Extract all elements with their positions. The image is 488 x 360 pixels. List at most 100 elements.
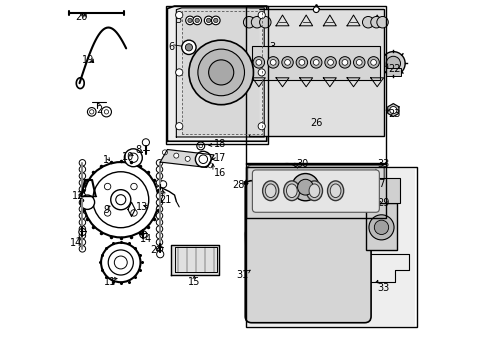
Circle shape — [156, 226, 163, 232]
Text: 6: 6 — [167, 42, 174, 52]
Text: 16: 16 — [214, 168, 226, 178]
Ellipse shape — [327, 181, 343, 201]
Circle shape — [259, 17, 270, 28]
Circle shape — [156, 186, 163, 193]
Text: 24: 24 — [150, 245, 163, 255]
Text: 32: 32 — [287, 180, 299, 190]
Ellipse shape — [308, 184, 319, 198]
Text: 10: 10 — [122, 152, 134, 162]
Circle shape — [313, 59, 319, 65]
Circle shape — [367, 57, 379, 68]
Circle shape — [253, 57, 264, 68]
Circle shape — [79, 246, 85, 252]
Circle shape — [208, 60, 233, 85]
Polygon shape — [171, 244, 219, 275]
Circle shape — [370, 17, 382, 28]
Circle shape — [370, 59, 376, 65]
Circle shape — [116, 195, 125, 205]
Circle shape — [156, 219, 163, 226]
Circle shape — [198, 49, 244, 96]
Circle shape — [204, 16, 212, 25]
Text: 7: 7 — [198, 15, 204, 26]
Polygon shape — [387, 104, 398, 117]
Circle shape — [128, 153, 138, 162]
Circle shape — [156, 166, 163, 173]
Circle shape — [341, 59, 347, 65]
Circle shape — [80, 195, 94, 210]
Circle shape — [196, 142, 204, 150]
Ellipse shape — [306, 181, 322, 201]
Circle shape — [373, 220, 388, 234]
Circle shape — [156, 159, 163, 166]
Circle shape — [196, 159, 201, 165]
Circle shape — [79, 186, 85, 193]
Circle shape — [195, 18, 199, 23]
Text: 1: 1 — [103, 155, 109, 165]
Circle shape — [362, 17, 373, 28]
Polygon shape — [176, 8, 264, 137]
Text: 19: 19 — [82, 55, 95, 65]
Circle shape — [185, 156, 190, 161]
Circle shape — [381, 51, 405, 75]
Text: 31: 31 — [235, 270, 247, 280]
Circle shape — [156, 251, 163, 258]
Text: 4: 4 — [234, 67, 240, 77]
Text: 25: 25 — [233, 19, 246, 29]
Bar — [247, 8, 384, 137]
Polygon shape — [160, 149, 214, 167]
Circle shape — [258, 69, 265, 76]
Circle shape — [291, 174, 319, 201]
Circle shape — [79, 212, 85, 219]
Circle shape — [156, 193, 163, 199]
Ellipse shape — [329, 184, 340, 198]
Circle shape — [79, 193, 85, 199]
Circle shape — [185, 44, 192, 51]
Text: 33: 33 — [376, 283, 388, 293]
Circle shape — [79, 166, 85, 173]
Text: 11: 11 — [103, 277, 116, 287]
Circle shape — [258, 12, 265, 19]
Circle shape — [130, 183, 137, 190]
Text: 3: 3 — [269, 42, 275, 52]
Text: 5: 5 — [233, 42, 240, 52]
Circle shape — [110, 190, 131, 210]
Circle shape — [101, 243, 140, 282]
Circle shape — [376, 17, 387, 28]
Text: 21: 21 — [159, 195, 171, 205]
Circle shape — [386, 56, 400, 71]
Circle shape — [140, 231, 147, 238]
Circle shape — [284, 59, 290, 65]
Circle shape — [296, 57, 307, 68]
Circle shape — [195, 151, 211, 167]
Bar — [252, 45, 379, 80]
Circle shape — [310, 57, 321, 68]
Text: 23: 23 — [387, 109, 400, 119]
FancyBboxPatch shape — [247, 165, 384, 217]
Circle shape — [156, 233, 163, 239]
Text: 26: 26 — [309, 118, 322, 128]
Polygon shape — [167, 6, 266, 141]
Circle shape — [142, 139, 149, 146]
Circle shape — [101, 107, 111, 117]
Circle shape — [324, 57, 336, 68]
Text: 15: 15 — [188, 277, 200, 287]
Text: 22: 22 — [387, 64, 400, 74]
Circle shape — [255, 59, 261, 65]
Circle shape — [353, 57, 364, 68]
Circle shape — [130, 210, 137, 216]
Circle shape — [187, 18, 192, 23]
Circle shape — [213, 18, 218, 23]
Text: 13: 13 — [136, 202, 148, 212]
Ellipse shape — [283, 181, 299, 201]
Circle shape — [211, 16, 220, 25]
Bar — [246, 167, 416, 327]
Bar — [386, 68, 400, 76]
Circle shape — [156, 179, 163, 186]
Circle shape — [79, 199, 85, 206]
Circle shape — [182, 40, 196, 54]
Circle shape — [79, 179, 85, 186]
Circle shape — [313, 7, 319, 13]
Text: 28: 28 — [232, 180, 244, 190]
Circle shape — [267, 57, 278, 68]
Circle shape — [298, 59, 304, 65]
